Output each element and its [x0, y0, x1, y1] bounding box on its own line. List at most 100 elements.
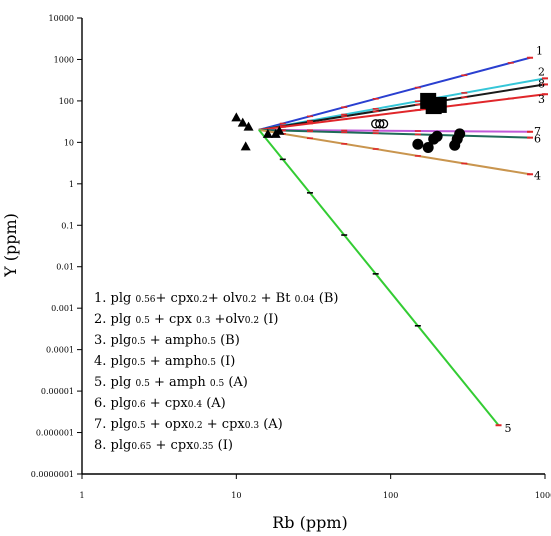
legend-text-part: (A): [259, 417, 283, 432]
x-tick-label: 10: [231, 491, 241, 500]
legend-text-part: (A): [224, 375, 248, 390]
legend-proportion: 0.5: [131, 421, 146, 431]
legend-text-part: + opx: [146, 417, 189, 432]
legend-proportion: 0.2: [242, 295, 256, 305]
legend-text-part: 1. plg: [94, 291, 135, 306]
y-tick-label: 10000: [49, 14, 74, 23]
x-tick-label: 1: [79, 491, 84, 500]
series-label-2: 2: [538, 65, 545, 78]
y-tick-label: 1: [69, 180, 74, 189]
legend-proportion: 0.5: [131, 358, 146, 368]
y-tick-label: 0.01: [56, 263, 74, 272]
series-label-1: 1: [536, 45, 543, 58]
triangle-point: [231, 112, 242, 122]
triangle-point: [262, 128, 273, 138]
triangle-point: [240, 141, 251, 151]
legend-entry-7: 7. plg0.5 + opx0.2 + cpx0.3 (A): [94, 417, 283, 432]
y-tick-label: 0.0001: [46, 346, 74, 355]
legend-entry-1: 1. plg 0.56+ cpx0.2+ olv0.2 + Bt 0.04 (B…: [94, 291, 338, 306]
y-tick-label: 0.001: [51, 304, 74, 313]
legend-proportion: 0.5: [131, 337, 146, 347]
model-line-5: [258, 129, 500, 426]
legend-proportion: 0.5: [135, 379, 150, 389]
legend-text-part: + cpx: [146, 396, 189, 411]
legend-proportion: 0.2: [188, 421, 202, 431]
triangle-point: [237, 117, 248, 127]
legend-proportion: 0.04: [295, 295, 315, 305]
legend-text-part: (I): [259, 312, 278, 327]
legend-entry-4: 4. plg0.5 + amph0.5 (I): [94, 354, 235, 369]
legend-entry-8: 8. plg0.65 + cpx0.35 (I): [94, 438, 233, 453]
y-tick-label: 0.00001: [41, 387, 74, 396]
legend-text-part: + amph: [146, 333, 203, 348]
legend-proportion: 0.65: [131, 442, 151, 452]
legend-text-part: (A): [202, 396, 226, 411]
model-line-1: [258, 56, 531, 131]
y-axis-title: Y (ppm): [1, 213, 20, 278]
y-tick-label: 10: [64, 138, 74, 147]
legend-text-part: + olv: [208, 291, 243, 306]
series-label-8: 8: [538, 77, 545, 90]
legend-proportion: 0.2: [245, 316, 259, 326]
legend-proportion: 0.5: [210, 379, 225, 389]
legend: 1. plg 0.56+ cpx0.2+ olv0.2 + Bt 0.04 (B…: [94, 291, 338, 453]
legend-text-part: + cpx: [151, 438, 194, 453]
x-axis-title: Rb (ppm): [272, 513, 348, 532]
circle-point: [412, 138, 424, 150]
legend-text-part: 3. plg: [94, 333, 131, 348]
legend-text-part: + cpx: [156, 291, 195, 306]
legend-text-part: 5. plg: [94, 375, 135, 390]
legend-proportion: 0.3: [196, 316, 211, 326]
plot-points: [231, 92, 466, 154]
open-circle-point: [375, 119, 385, 129]
legend-entry-3: 3. plg0.5 + amph0.5 (B): [94, 333, 240, 348]
legend-proportion: 0.3: [245, 421, 260, 431]
open-circle-point: [378, 119, 389, 129]
y-tick-label: 100: [59, 97, 74, 106]
series-label-7: 7: [534, 125, 541, 138]
square-point: [430, 96, 447, 113]
triangle-point: [243, 121, 254, 131]
y-tick-label: 1000: [54, 55, 74, 64]
legend-proportion: 0.5: [135, 316, 150, 326]
legend-proportion: 0.56: [135, 295, 155, 305]
legend-text-part: 4. plg: [94, 354, 131, 369]
legend-text-part: 7. plg: [94, 417, 131, 432]
triangle-point: [274, 125, 285, 135]
legend-entry-2: 2. plg 0.5 + cpx 0.3 +olv0.2 (I): [94, 312, 278, 327]
series-label-3: 3: [538, 93, 545, 106]
legend-text-part: + amph: [150, 375, 210, 390]
legend-text-part: (I): [216, 354, 235, 369]
circle-point: [454, 128, 466, 140]
circle-point: [422, 142, 434, 154]
legend-text-part: + Bt: [257, 291, 295, 306]
circle-point: [431, 130, 443, 142]
legend-proportion: 0.35: [193, 442, 213, 452]
legend-proportion: 0.2: [194, 295, 208, 305]
legend-entry-6: 6. plg0.6 + cpx0.4 (A): [94, 396, 226, 411]
legend-text-part: 8. plg: [94, 438, 131, 453]
legend-proportion: 0.4: [188, 400, 203, 410]
x-tick-label: 100: [383, 491, 398, 500]
model-line-8: [258, 83, 546, 131]
axes: 10000 1000 100 10 1 0.1 0.01 0.001 0.0001 0.00001…: [31, 14, 551, 500]
legend-text-part: (B): [216, 333, 240, 348]
legend-entry-5: 5. plg 0.5 + amph 0.5 (A): [94, 375, 248, 390]
series-label-5: 5: [505, 422, 512, 435]
legend-text-part: 6. plg: [94, 396, 131, 411]
model-line-4: [258, 128, 531, 176]
series-label-6: 6: [534, 133, 541, 146]
legend-text-part: + cpx: [203, 417, 246, 432]
legend-text-part: +olv: [210, 312, 245, 327]
legend-text-part: (I): [214, 438, 233, 453]
y-tick-label: 0.0000001: [31, 470, 74, 479]
legend-text-part: (B): [315, 291, 339, 306]
legend-proportion: 0.6: [131, 400, 146, 410]
model-line-3: [258, 93, 546, 131]
legend-proportion: 0.5: [202, 358, 217, 368]
plot-lines: 1 28 3 76 4 5: [258, 45, 548, 435]
x-tick-label: 1000: [535, 491, 551, 500]
model-line-6: [258, 128, 531, 139]
y-tick-label: 0.000001: [36, 429, 74, 438]
